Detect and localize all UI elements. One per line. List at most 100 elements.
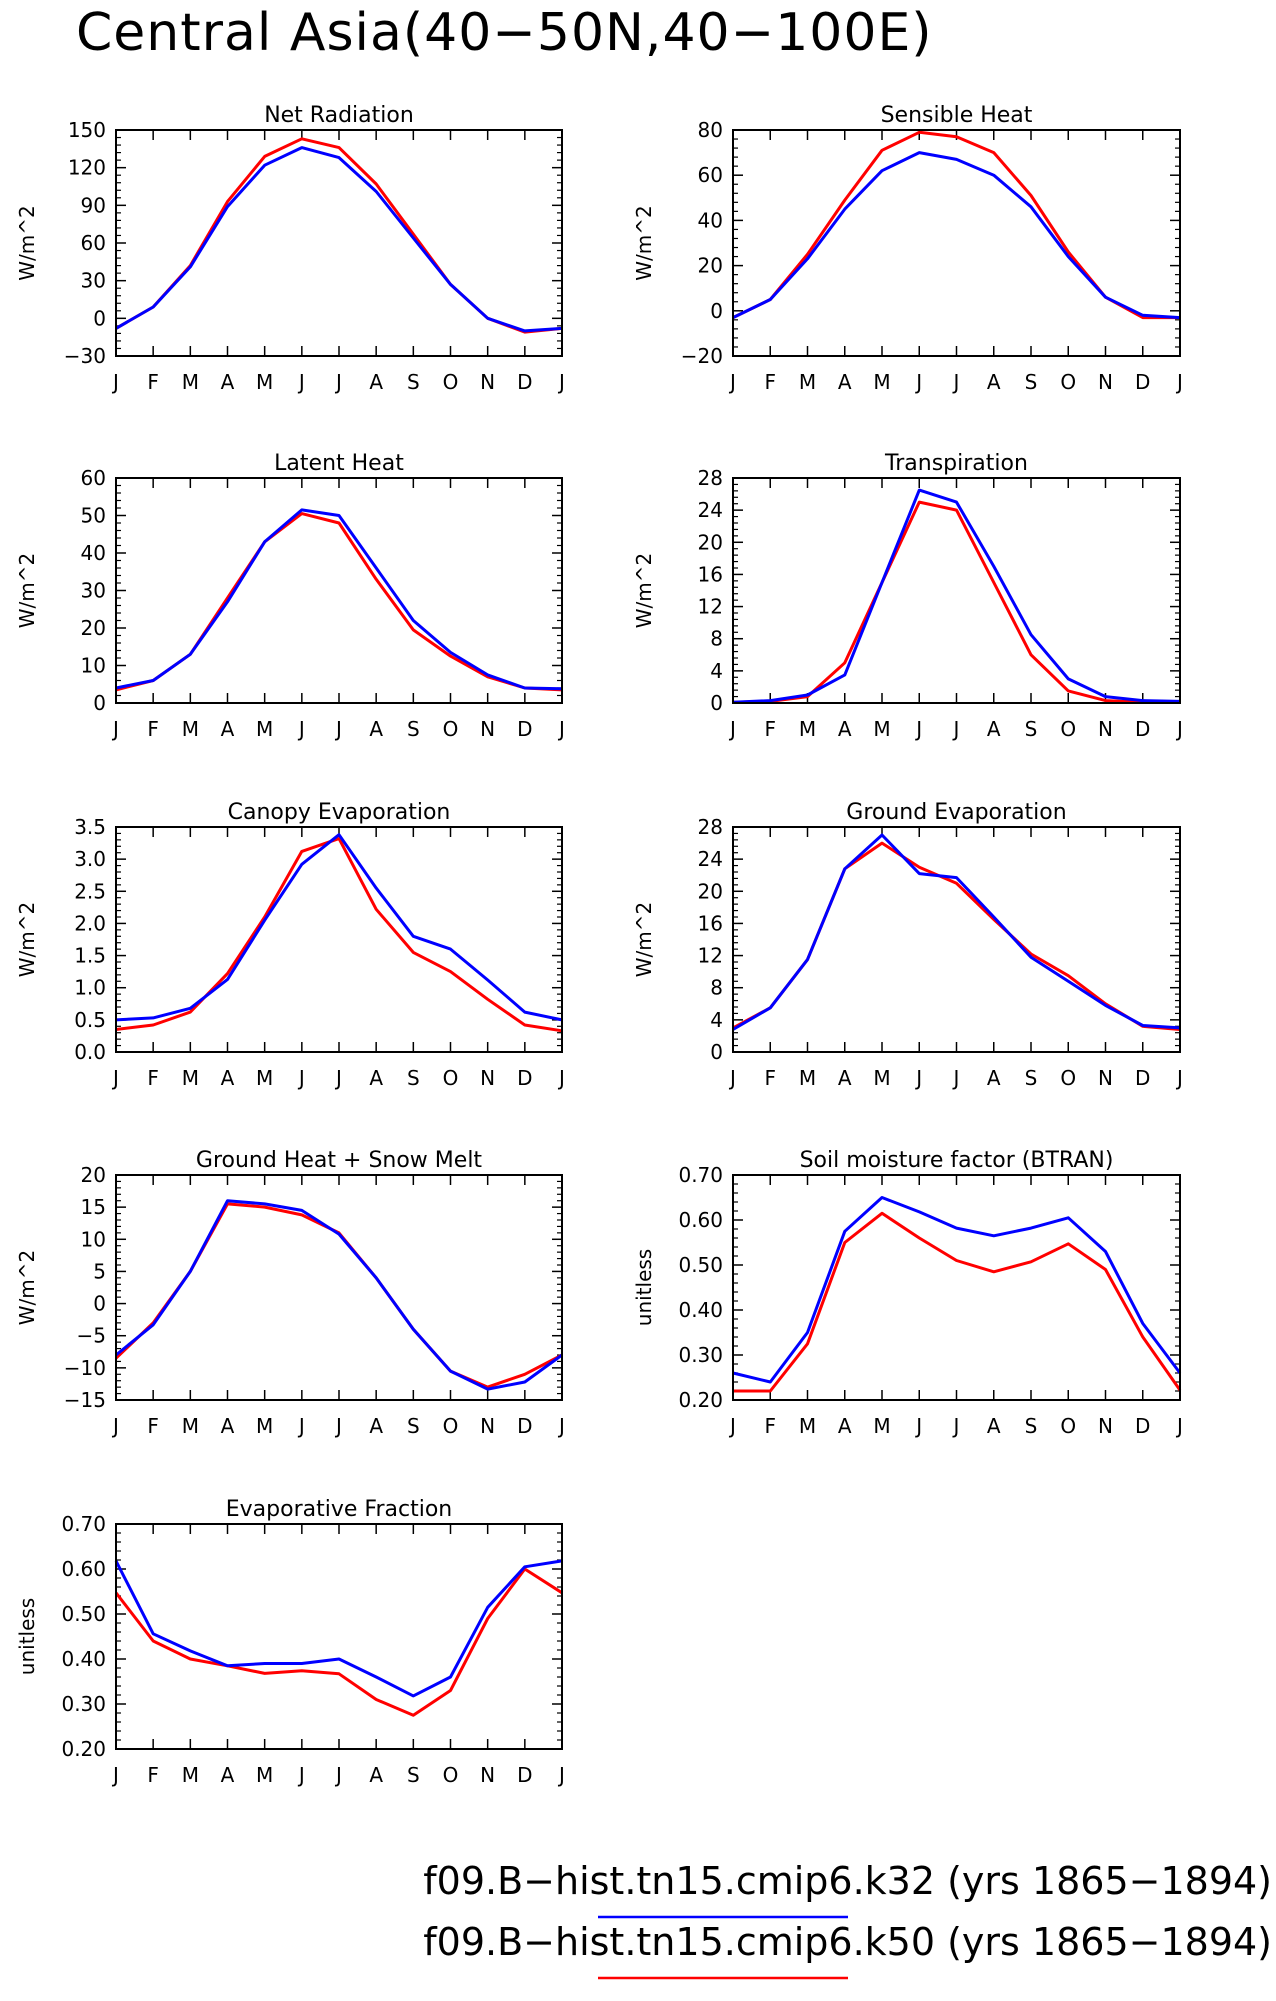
y-tick-label: 20	[81, 1163, 106, 1187]
x-tick-label: D	[517, 717, 532, 741]
x-tick-label: F	[147, 717, 159, 741]
y-tick-label: 60	[698, 163, 723, 187]
x-tick-label: M	[182, 370, 199, 394]
x-tick-label: J	[297, 1414, 305, 1438]
y-tick-label: −10	[64, 1356, 106, 1380]
x-tick-label: O	[443, 1414, 459, 1438]
y-tick-label: 4	[710, 1008, 723, 1032]
panel-title: Net Radiation	[264, 103, 414, 128]
x-tick-label: F	[147, 1066, 159, 1090]
series-line-k50	[732, 500, 1180, 704]
x-tick-label: S	[407, 1066, 420, 1090]
plot-frame	[115, 1523, 563, 1750]
x-tick-label: O	[443, 1763, 459, 1787]
x-tick-label: J	[952, 1066, 960, 1090]
x-tick-label: A	[838, 1066, 852, 1090]
x-tick-label: M	[873, 370, 890, 394]
y-axis-label: unitless	[632, 1249, 656, 1326]
y-tick-label: 0.20	[61, 1737, 106, 1761]
series-line-k32	[732, 488, 1181, 704]
y-tick-label: 60	[81, 466, 106, 490]
x-tick-label: J	[557, 1414, 565, 1438]
x-tick-label: M	[799, 370, 816, 394]
x-tick-label: J	[297, 370, 305, 394]
series-line-k32	[732, 1196, 1182, 1384]
x-tick-label: O	[443, 370, 459, 394]
y-tick-label: 2.0	[74, 911, 106, 935]
y-tick-label: 1.5	[74, 944, 106, 968]
y-tick-label: 60	[81, 231, 106, 255]
y-tick-label: 3.0	[74, 847, 106, 871]
x-tick-label: D	[1135, 1414, 1150, 1438]
x-tick-label: S	[1025, 1414, 1038, 1438]
x-tick-label: J	[914, 370, 922, 394]
x-tick-label: J	[1175, 1066, 1183, 1090]
series-line-k32	[732, 151, 1181, 320]
x-tick-label: O	[443, 1066, 459, 1090]
y-tick-label: 0.30	[61, 1692, 106, 1716]
x-tick-label: J	[952, 1414, 960, 1438]
y-tick-label: 16	[698, 911, 723, 935]
x-tick-label: J	[1175, 1414, 1183, 1438]
x-tick-label: F	[764, 1066, 776, 1090]
y-tick-label: 8	[710, 627, 723, 651]
x-tick-label: S	[1025, 370, 1038, 394]
y-tick-label: 0.70	[61, 1512, 106, 1536]
series-line-k50	[732, 841, 1181, 1031]
x-tick-label: J	[334, 1414, 342, 1438]
x-tick-label: J	[334, 370, 342, 394]
x-tick-label: S	[407, 370, 420, 394]
x-tick-label: M	[256, 1414, 273, 1438]
series-line-k32	[115, 508, 563, 691]
x-tick-label: A	[369, 717, 383, 741]
y-tick-label: 3.5	[74, 815, 106, 839]
y-tick-label: 0.70	[678, 1163, 723, 1187]
x-tick-label: O	[1060, 717, 1076, 741]
plot-frame	[732, 477, 1181, 704]
y-axis-label: W/m^2	[632, 205, 656, 280]
x-tick-label: A	[987, 717, 1001, 741]
figure-title: Central Asia(40−50N,40−100E)	[76, 3, 933, 63]
x-tick-label: A	[369, 1066, 383, 1090]
series-line-k50	[733, 1211, 1182, 1393]
y-tick-label: 80	[698, 118, 723, 142]
series-line-k50	[114, 1567, 563, 1717]
x-tick-label: J	[1175, 370, 1183, 394]
chart-panel-5: Canopy Evaporation W/m^2 0.0 0.5 1.0 1.5 2.0 2.…	[15, 800, 565, 1090]
x-tick-label: D	[517, 370, 532, 394]
y-tick-label: 90	[81, 193, 106, 217]
x-tick-label: N	[480, 1066, 495, 1090]
plot-frame	[732, 129, 1181, 357]
y-tick-label: −5	[77, 1324, 106, 1348]
x-tick-label: J	[557, 370, 565, 394]
y-axis-label: W/m^2	[15, 902, 39, 977]
x-tick-label: J	[334, 1763, 342, 1787]
x-tick-label: J	[952, 717, 960, 741]
x-tick-label: A	[369, 1414, 383, 1438]
y-tick-label: 0.40	[678, 1298, 723, 1322]
x-tick-label: M	[182, 1763, 199, 1787]
x-tick-label: A	[987, 1414, 1001, 1438]
x-tick-label: J	[111, 1066, 119, 1090]
x-tick-label: N	[480, 1414, 495, 1438]
y-tick-label: −30	[64, 344, 106, 368]
x-tick-label: J	[728, 370, 736, 394]
y-tick-label: 15	[81, 1195, 106, 1219]
x-tick-label: J	[914, 717, 922, 741]
y-tick-label: 0.30	[678, 1343, 723, 1367]
series-line-k32	[115, 833, 563, 1022]
series-line-k50	[115, 512, 563, 692]
y-tick-label: 1.0	[74, 976, 106, 1000]
y-tick-label: 150	[68, 118, 106, 142]
y-tick-label: 16	[698, 562, 723, 586]
x-tick-label: A	[369, 1763, 383, 1787]
x-tick-label: A	[221, 370, 235, 394]
legend-entry-label: f09.B−hist.tn15.cmip6.k32 (yrs 1865−1894…	[423, 1859, 1272, 1903]
panel-title: Latent Heat	[274, 451, 404, 476]
y-axis-label: W/m^2	[15, 1250, 39, 1325]
x-tick-label: S	[407, 717, 420, 741]
y-tick-label: 0.20	[678, 1388, 723, 1412]
x-tick-label: A	[221, 1763, 235, 1787]
